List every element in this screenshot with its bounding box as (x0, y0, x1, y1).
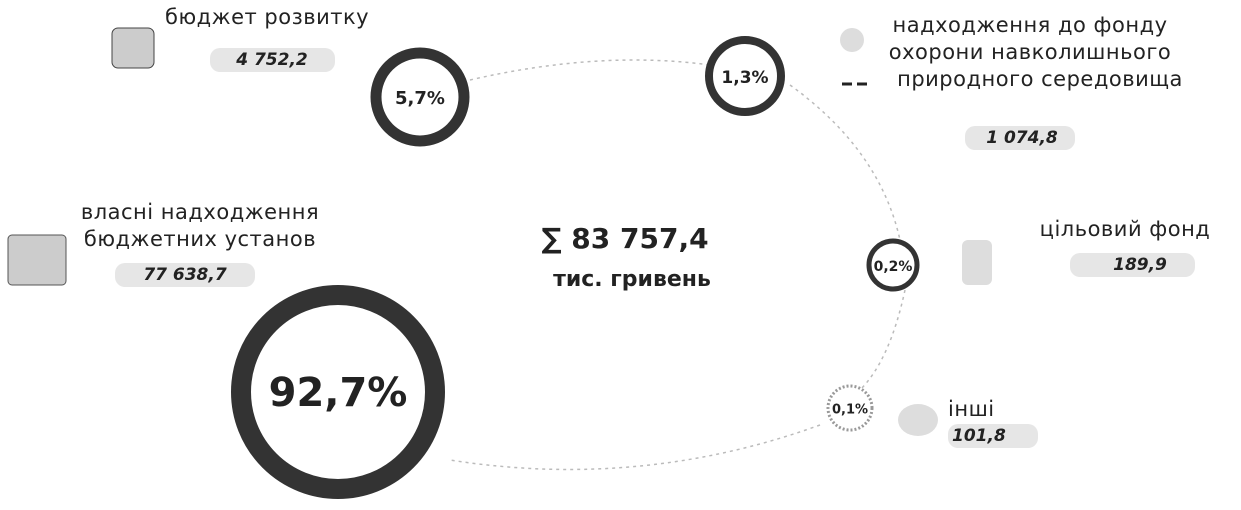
icon (7, 234, 67, 286)
amount: 101,8 (952, 426, 1006, 446)
share-ring (231, 285, 445, 499)
share: 5,7% (395, 88, 445, 109)
amount-bg (210, 48, 335, 72)
item-other: 0,1% інші 101,8 (826, 384, 1038, 448)
amount-bg (115, 263, 255, 287)
label: бюджетних установ (84, 227, 316, 251)
item-development: бюджет розвитку 4 752,2 5,7% (111, 5, 470, 147)
amount-bg (965, 126, 1075, 150)
icon (111, 27, 155, 69)
item-environment: 1,3% надходження до фонду охорони навкол… (705, 13, 1183, 150)
icon (840, 28, 864, 52)
total-unit: тис. гривень (553, 267, 711, 292)
total: ∑ 83 757,4 тис. гривень (541, 222, 710, 292)
share: 92,7% (269, 370, 408, 416)
amount: 77 638,7 (143, 265, 227, 285)
share: 0,1% (832, 403, 868, 418)
amount-bg (1070, 253, 1195, 277)
item-own-revenue: власні надходження бюджетних установ 77 … (7, 200, 445, 499)
total-value: ∑ 83 757,4 (541, 222, 708, 255)
share-ring (866, 238, 920, 292)
amount-bg (948, 424, 1038, 448)
label: бюджет розвитку (165, 5, 369, 29)
label: інші (948, 397, 995, 421)
share: 1,3% (721, 68, 768, 88)
label: власні надходження (81, 200, 319, 224)
share-ring (705, 36, 785, 116)
label: природного середовища (897, 67, 1183, 91)
connector (449, 59, 906, 471)
label: охорони навколишнього (889, 40, 1172, 64)
share-ring (826, 384, 874, 432)
label: цільовий фонд (1040, 217, 1211, 241)
icon (898, 404, 938, 436)
label: надходження до фонду (892, 13, 1167, 37)
amount: 189,9 (1113, 255, 1167, 275)
amount: 4 752,2 (235, 50, 308, 70)
icon (962, 240, 992, 285)
item-special-fund: 0,2% цільовий фонд 189,9 (866, 217, 1211, 292)
amount: 1 074,8 (986, 128, 1058, 148)
share: 0,2% (874, 259, 913, 275)
share-ring (370, 47, 470, 147)
